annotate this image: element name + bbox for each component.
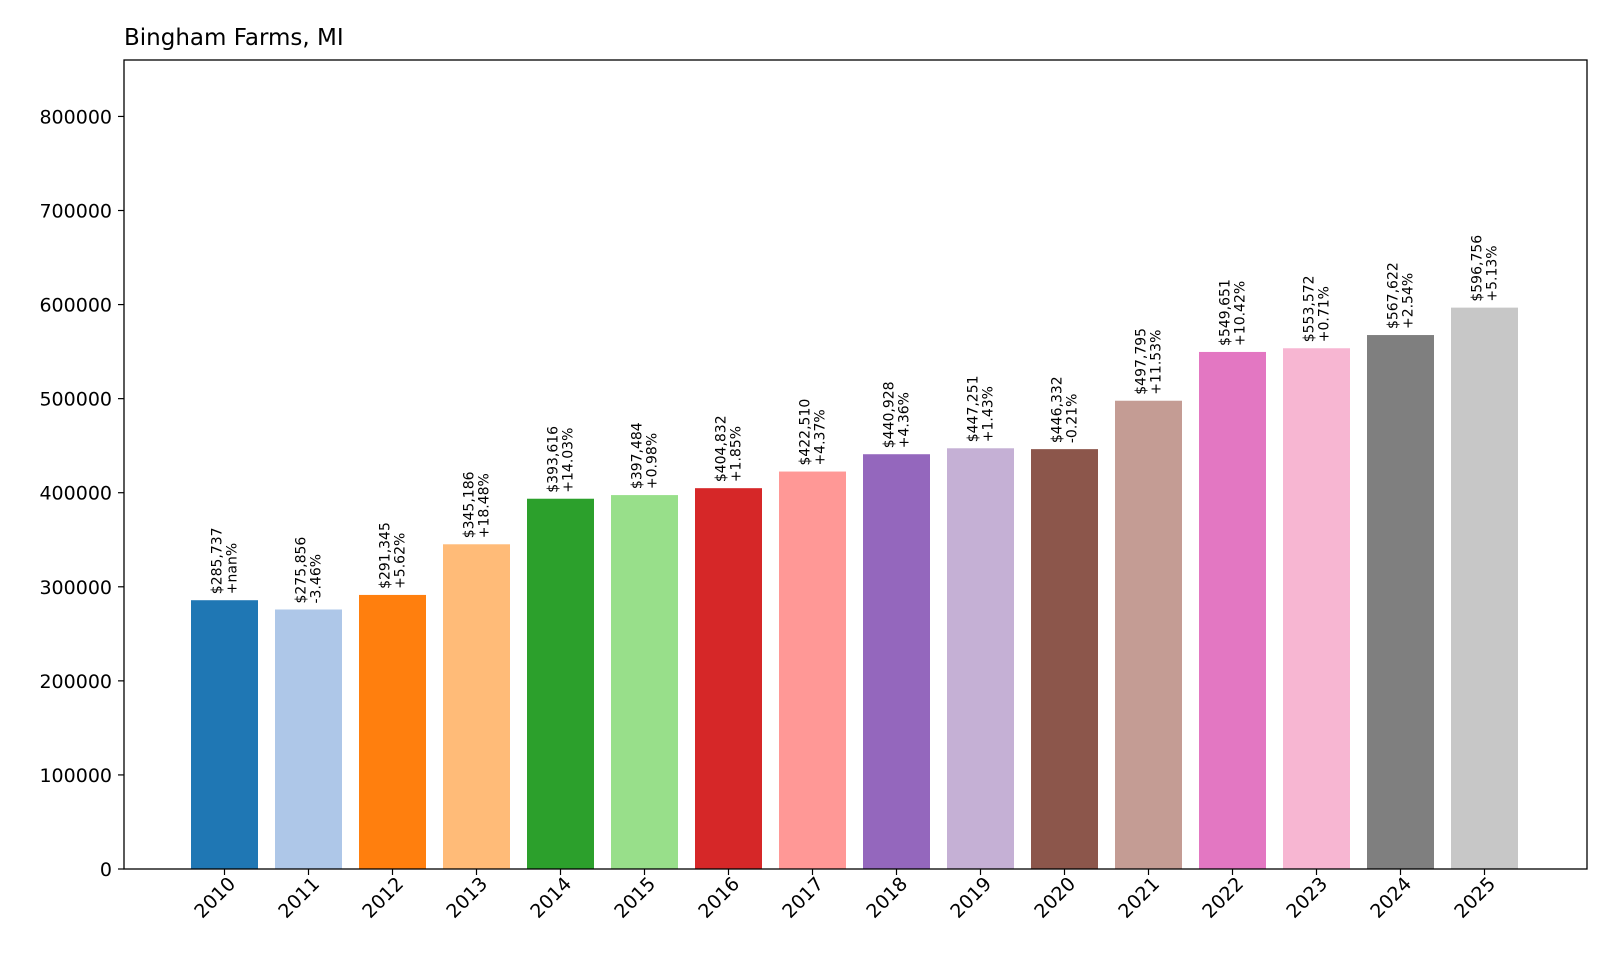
bar-2025: [1451, 307, 1518, 869]
bar-2015: [611, 495, 678, 869]
bar-2012: [359, 594, 426, 869]
y-tick-label-500000: 500000: [39, 389, 112, 411]
bar-2017: [779, 471, 846, 869]
y-tick-label-400000: 400000: [39, 483, 112, 505]
bar-2019: [947, 448, 1014, 869]
x-tick-label-2010: 2010: [190, 873, 240, 923]
y-tick-label-200000: 200000: [39, 671, 112, 693]
x-tick-label-2019: 2019: [946, 873, 996, 923]
bar-2016: [695, 488, 762, 869]
bar-2021: [1115, 400, 1182, 869]
x-tick-label-2015: 2015: [610, 873, 660, 923]
x-tick-label-2016: 2016: [694, 873, 744, 923]
bar-value-label-2020: $446,332-0.21%: [1050, 376, 1081, 443]
y-tick-label-700000: 700000: [39, 201, 112, 223]
bar-value-label-2010: $285,737+nan%: [210, 527, 241, 594]
x-tick-label-2013: 2013: [442, 873, 492, 923]
y-axis: 0 100000 200000 300000 400000 500000 600000 700…: [39, 106, 124, 881]
bar-value-label-2018: $440,928+4.36%: [882, 381, 913, 448]
bar-value-label-2015: $397,484+0.98%: [630, 422, 661, 489]
bar-value-label-2013: $345,186+18.48%: [462, 471, 493, 538]
x-tick-label-2017: 2017: [778, 873, 828, 923]
y-tick-label-300000: 300000: [39, 577, 112, 599]
bar-value-label-2023: $553,572+0.71%: [1302, 275, 1333, 342]
bar-2020: [1031, 449, 1098, 869]
bar-value-label-2019: $447,251+1.43%: [966, 375, 997, 442]
x-tick-label-2021: 2021: [1114, 873, 1164, 923]
bar-value-label-2016: $404,832+1.85%: [714, 415, 745, 482]
bar-labels-group: $285,737+nan% $275,856-3.46% $291,345+5.62…: [210, 235, 1501, 604]
y-tick-label-100000: 100000: [39, 765, 112, 787]
chart-title: Bingham Farms, MI: [124, 25, 344, 51]
bar-2018: [863, 454, 930, 869]
x-tick-label-2023: 2023: [1282, 873, 1332, 923]
bar-2022: [1199, 351, 1266, 869]
bar-value-label-2017: $422,510+4.37%: [798, 399, 829, 466]
y-tick-label-0: 0: [100, 859, 112, 881]
x-tick-label-2025: 2025: [1450, 873, 1500, 923]
bar-value-label-2022: $549,651+10.42%: [1218, 279, 1249, 346]
x-tick-label-2020: 2020: [1030, 873, 1080, 923]
bars-group: [191, 307, 1518, 869]
x-tick-label-2018: 2018: [862, 873, 912, 923]
x-tick-label-2022: 2022: [1198, 873, 1248, 923]
bar-2010: [191, 600, 258, 869]
x-tick-label-2011: 2011: [274, 873, 324, 923]
y-tick-label-800000: 800000: [39, 106, 112, 128]
plot-frame: [123, 59, 1588, 870]
bar-value-label-2012: $291,345+5.62%: [378, 522, 409, 589]
bar-value-label-2024: $567,622+2.54%: [1386, 262, 1417, 329]
bar-2023: [1283, 348, 1350, 869]
bar-2014: [527, 498, 594, 869]
bar-value-label-2025: $596,756+5.13%: [1470, 235, 1501, 302]
x-tick-label-2012: 2012: [358, 873, 408, 923]
bar-value-label-2014: $393,616+14.03%: [546, 426, 577, 493]
x-tick-label-2014: 2014: [526, 873, 576, 923]
bar-value-label-2011: $275,856-3.46%: [294, 537, 325, 604]
bar-2011: [275, 609, 342, 869]
y-tick-label-600000: 600000: [39, 295, 112, 317]
x-axis: 2010 2011 2012 2013 2014 2015 2016 2017 2018 2019…: [190, 869, 1500, 923]
x-tick-label-2024: 2024: [1366, 873, 1416, 923]
bar-value-label-2021: $497,795+11.53%: [1134, 328, 1165, 395]
bar-2013: [443, 544, 510, 869]
bar-2024: [1367, 335, 1434, 869]
